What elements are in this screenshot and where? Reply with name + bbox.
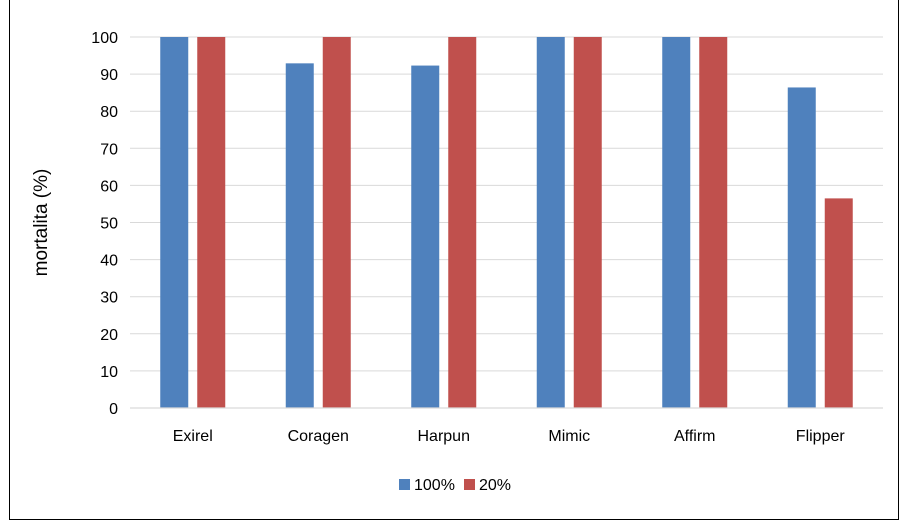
y-tick-label: 10 [100, 364, 118, 381]
bar-chart: 0 10 20 30 40 50 60 70 80 90 100 Exirel Coragen Harpu… [10, 0, 900, 520]
y-tick-label: 80 [100, 104, 118, 121]
x-tick-label-exirel: Exirel [173, 428, 213, 445]
x-tick-label-flipper: Flipper [796, 428, 846, 445]
bar-exirel-100pct [160, 37, 188, 408]
bar-coragen-100pct [286, 63, 314, 408]
bar-affirm-100pct [662, 37, 690, 408]
x-tick-label-harpun: Harpun [418, 428, 470, 445]
legend: 100% 20% [399, 477, 511, 494]
bar-coragen-20pct [323, 37, 351, 408]
y-axis-title: mortalita (%) [31, 169, 52, 277]
y-tick-label: 0 [109, 401, 118, 418]
bar-flipper-20pct [825, 198, 853, 408]
x-tick-label-mimic: Mimic [548, 428, 590, 445]
legend-label-20pct: 20% [479, 477, 511, 494]
bar-exirel-20pct [197, 37, 225, 408]
bar-harpun-100pct [411, 66, 439, 408]
legend-swatch-100pct [399, 479, 410, 490]
y-tick-label: 30 [100, 290, 118, 307]
bar-flipper-100pct [788, 87, 816, 408]
bar-affirm-20pct [699, 37, 727, 408]
y-tick-label: 50 [100, 216, 118, 233]
y-tick-label: 100 [91, 30, 118, 47]
bar-harpun-20pct [448, 37, 476, 408]
bar-mimic-20pct [574, 37, 602, 408]
gridlines [130, 37, 883, 371]
y-tick-label: 60 [100, 178, 118, 195]
y-tick-label: 40 [100, 253, 118, 270]
x-tick-label-coragen: Coragen [288, 428, 349, 445]
chart-frame: 0 10 20 30 40 50 60 70 80 90 100 Exirel Coragen Harpu… [9, 0, 899, 520]
bar-mimic-100pct [537, 37, 565, 408]
y-tick-label: 90 [100, 67, 118, 84]
y-tick-label: 20 [100, 327, 118, 344]
x-tick-label-affirm: Affirm [674, 428, 715, 445]
legend-swatch-20pct [464, 479, 475, 490]
y-tick-label: 70 [100, 141, 118, 158]
legend-label-100pct: 100% [414, 477, 455, 494]
